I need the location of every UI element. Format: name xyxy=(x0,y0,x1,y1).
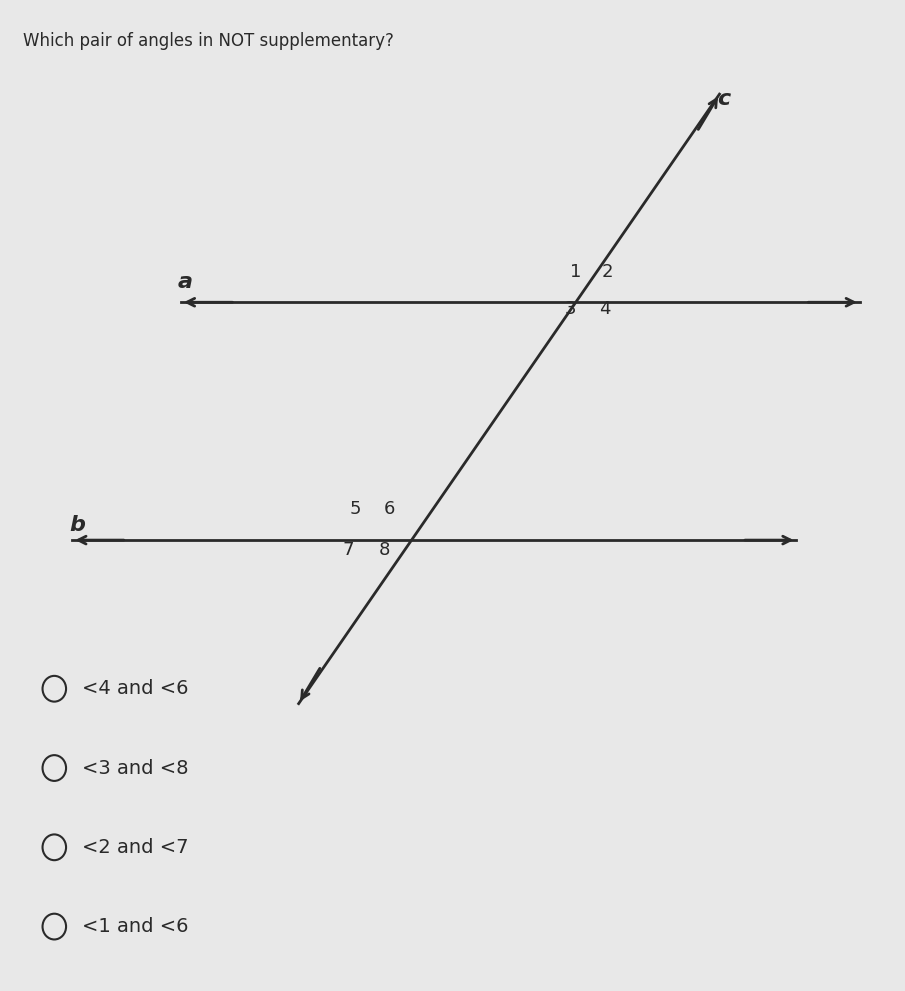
Text: 2: 2 xyxy=(602,263,613,280)
Text: <4 and <6: <4 and <6 xyxy=(82,679,189,699)
Text: <2 and <7: <2 and <7 xyxy=(82,837,189,857)
Text: 3: 3 xyxy=(565,300,576,318)
Text: <3 and <8: <3 and <8 xyxy=(82,758,189,778)
Text: 6: 6 xyxy=(384,500,395,518)
Text: c: c xyxy=(718,89,730,109)
Text: 5: 5 xyxy=(350,500,361,518)
Text: b: b xyxy=(69,515,85,535)
Text: 7: 7 xyxy=(343,541,354,559)
Text: 1: 1 xyxy=(570,263,581,280)
Text: <1 and <6: <1 and <6 xyxy=(82,917,189,936)
Text: a: a xyxy=(178,273,193,292)
Text: 4: 4 xyxy=(599,300,610,318)
Text: 8: 8 xyxy=(379,541,390,559)
Text: Which pair of angles in NOT supplementary?: Which pair of angles in NOT supplementar… xyxy=(23,32,394,50)
